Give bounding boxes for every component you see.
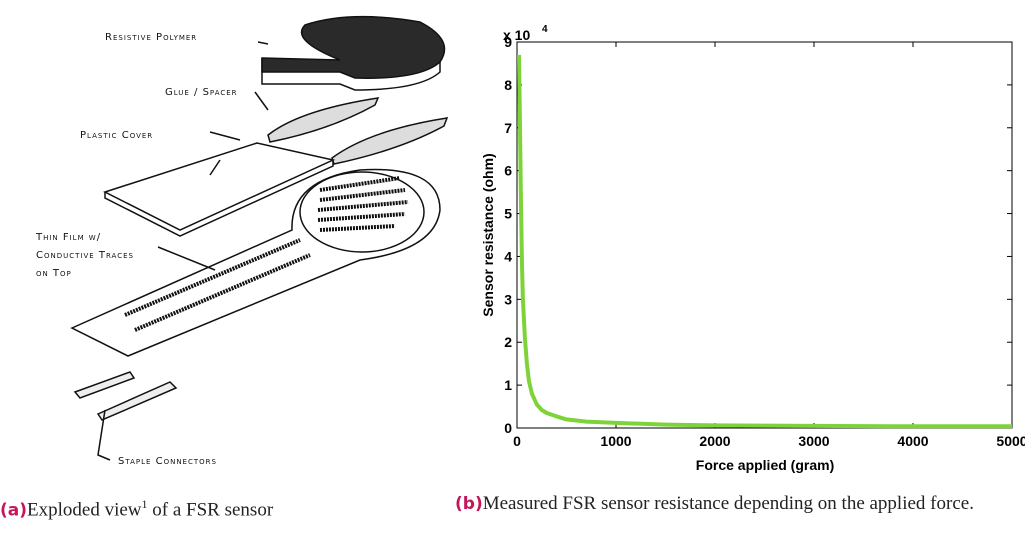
x-tick-label: 4000 — [897, 433, 928, 449]
drawing-label: Staple Connectors — [118, 456, 217, 467]
y-tick-label: 4 — [504, 248, 512, 264]
x-axis-label: Force applied (gram) — [696, 457, 834, 473]
y-tick-label: 1 — [504, 377, 512, 393]
drawing-label: Plastic Cover — [80, 130, 153, 141]
footnote-mark: 1 — [141, 497, 148, 511]
caption: (b) Measured FSR sensor resistance depend… — [455, 493, 1025, 515]
y-tick-label: 6 — [504, 163, 512, 179]
caption-text: of a FSR sensor — [147, 499, 274, 521]
y-tick-label: 8 — [504, 77, 512, 93]
caption-text: Exploded view — [27, 499, 142, 521]
drawing-label: Glue / Spacer — [165, 87, 238, 98]
y-tick-label: 5 — [504, 206, 512, 222]
y-tick-label: 2 — [504, 334, 512, 350]
y-tick-label: 0 — [504, 420, 512, 436]
caption-label: (b) — [455, 494, 483, 514]
x-tick-label: 2000 — [699, 433, 730, 449]
plot-frame — [516, 41, 1013, 429]
drawing-label: Thin Film w/ — [35, 232, 101, 243]
y-multiplier-exponent: 4 — [542, 24, 548, 35]
y-tick-label: 3 — [504, 291, 512, 307]
x-tick-label: 3000 — [798, 433, 829, 449]
y-axis-label: Sensor resistance (ohm) — [480, 153, 496, 316]
x-tick-label: 1000 — [600, 433, 631, 449]
x-tick-label: 5000 — [996, 433, 1025, 449]
caption-label: (a) — [0, 500, 28, 521]
chart: 0 1000 2000 3000 4000 5000 0 1 2 3 4 5 6 7 8 9 — [504, 34, 1025, 449]
y-tick-label: 7 — [504, 120, 512, 136]
y-multiplier: x 10 — [503, 27, 530, 43]
drawing-label: on Top — [36, 268, 72, 279]
y-tick-label: 9 — [504, 34, 512, 50]
caption-text: Measured FSR sensor resistance depending… — [482, 493, 974, 514]
fsr-drawing — [70, 15, 449, 461]
caption: (a)Exploded view1 of a FSR sensor — [0, 493, 273, 521]
drawing-label: Conductive Traces — [36, 250, 134, 261]
drawing-label: Resistive Polymer — [105, 32, 197, 43]
x-tick-label: 0 — [513, 433, 521, 449]
data-line — [517, 54, 1012, 429]
